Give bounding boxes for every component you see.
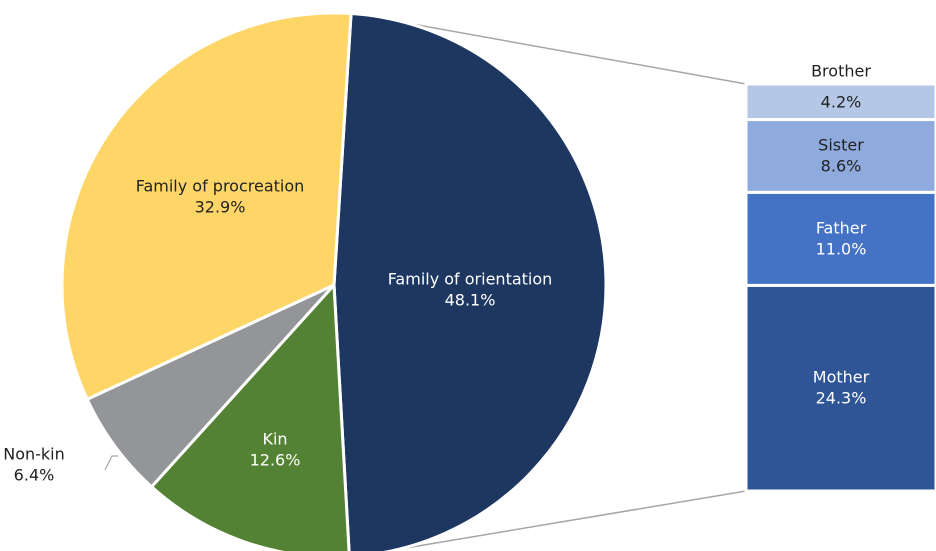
segment-value: 8.6%: [821, 156, 862, 175]
bar-segment: [744, 82, 936, 122]
segment-value: 11.0%: [816, 239, 867, 258]
slice-label: Family of procreation: [136, 177, 305, 196]
slice-value: 6.4%: [14, 466, 55, 485]
slice-value: 12.6%: [250, 451, 301, 470]
bar-segment: [744, 190, 936, 287]
slice-label: Family of orientation: [388, 270, 553, 289]
connector-line: [399, 490, 747, 550]
pie-slice: [332, 11, 608, 551]
slice-label: Non-kin: [3, 445, 65, 464]
slice-value: 32.9%: [195, 198, 246, 217]
segment-label: Mother: [813, 368, 870, 387]
bar-segment: [744, 283, 936, 493]
segment-label: Brother: [811, 62, 871, 81]
slice-label: Kin: [262, 430, 287, 449]
segment-value: 4.2%: [821, 92, 862, 111]
segment-label: Father: [816, 218, 867, 237]
segment-label: Sister: [818, 135, 864, 154]
segment-value: 24.3%: [816, 389, 867, 408]
pie-slice: [60, 11, 353, 402]
pie-slice: [149, 281, 351, 551]
leader-line: [104, 455, 118, 471]
slice-value: 48.1%: [445, 291, 496, 310]
